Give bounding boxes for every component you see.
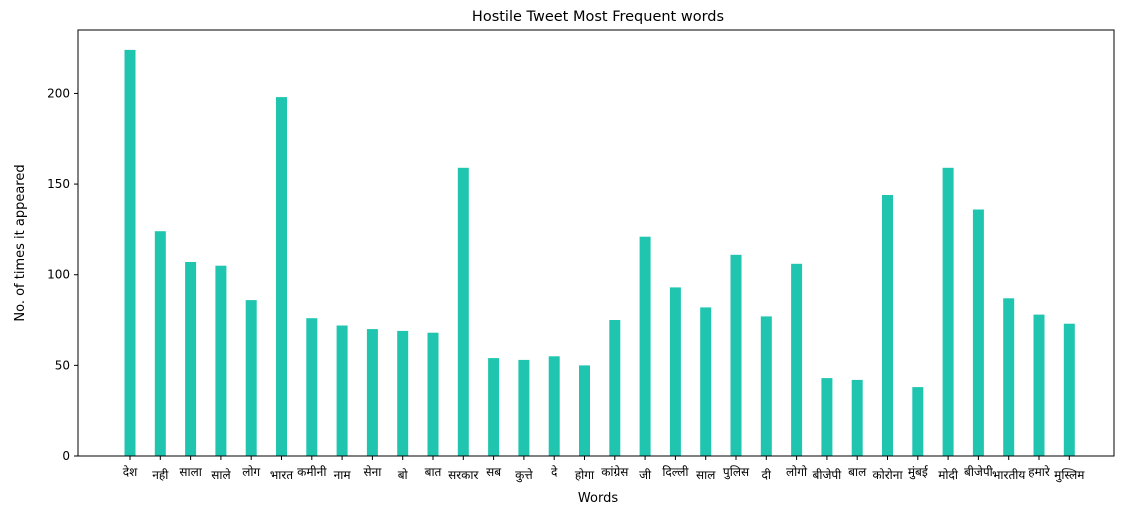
bar — [639, 236, 651, 456]
x-tick-label: लोगो — [786, 465, 808, 479]
bar — [1063, 323, 1075, 456]
bar — [397, 330, 409, 456]
bar — [972, 209, 984, 456]
x-tick-label: कमीनी — [297, 465, 327, 479]
x-tick-label: लोग — [242, 465, 260, 479]
bar — [821, 378, 833, 456]
x-tick-label: बाल — [848, 465, 867, 479]
x-tick-label: कोरोना — [872, 468, 903, 482]
x-tick-label: देश — [123, 465, 138, 479]
bar — [669, 287, 681, 456]
x-tick-label: नाम — [334, 468, 352, 482]
x-tick-label: साला — [179, 465, 202, 479]
bar — [366, 329, 378, 456]
x-tick-label: नही — [152, 468, 169, 482]
bar — [548, 356, 560, 456]
bar — [154, 231, 166, 456]
x-tick-label: होगा — [575, 468, 595, 482]
bar — [1003, 298, 1015, 456]
x-tick-label: मुस्लिम — [1054, 468, 1085, 483]
bar — [457, 167, 469, 457]
bar — [276, 97, 287, 456]
y-tick-label: 0 — [62, 449, 70, 463]
y-tick-label: 200 — [47, 86, 70, 100]
x-tick-label: दे — [551, 465, 558, 479]
bar — [245, 300, 257, 456]
bar — [760, 316, 772, 456]
y-tick-label: 100 — [47, 268, 70, 282]
bar — [942, 167, 954, 457]
x-tick-label: कुत्ते — [515, 468, 533, 483]
bar — [882, 195, 893, 456]
x-tick-label: भारत — [270, 468, 294, 482]
y-axis-label: No. of times it appeared — [13, 164, 28, 321]
bar — [306, 318, 318, 456]
x-tick-label: सब — [486, 465, 502, 479]
x-tick-label: मोदी — [938, 468, 959, 482]
x-tick-label: सरकार — [448, 468, 479, 482]
bar — [336, 325, 348, 456]
x-tick-label: पुलिस — [723, 465, 750, 480]
bar — [851, 379, 863, 456]
x-tick-label: दिल्ली — [662, 465, 689, 479]
x-tick-label: बीजेपी — [964, 465, 994, 479]
y-tick-label: 50 — [55, 358, 70, 372]
x-tick-label: दी — [762, 468, 772, 482]
bar — [912, 387, 924, 456]
bar — [700, 307, 712, 456]
x-tick-label: साले — [211, 468, 231, 482]
bar — [1033, 314, 1045, 456]
plot-frame — [77, 29, 1115, 457]
x-tick-label: कांग्रेस — [601, 465, 629, 479]
x-tick-label: बात — [425, 465, 443, 479]
x-tick-label: साल — [696, 468, 716, 482]
x-tick-label: हमारे — [1028, 465, 1051, 479]
bar — [427, 332, 439, 456]
bars-group — [124, 49, 1075, 457]
x-tick-label: भारतीय — [992, 468, 1026, 482]
x-axis-label: Words — [578, 491, 618, 506]
bar — [488, 358, 500, 456]
x-tick-label: जी — [639, 468, 652, 482]
bar — [791, 263, 803, 456]
y-axis: 0 50 100 150 200 — [47, 86, 78, 463]
bar — [518, 359, 530, 456]
y-tick-label: 150 — [47, 177, 70, 191]
chart-title: Hostile Tweet Most Frequent words — [472, 9, 724, 25]
bar — [609, 320, 621, 456]
bar — [730, 254, 742, 456]
bar — [124, 49, 136, 457]
x-tick-label: बो — [398, 468, 409, 482]
bar — [215, 265, 227, 456]
x-axis: देश नही साला साले लोग भारत कमीनी नाम सेना बो बात सर… — [123, 456, 1085, 483]
bar — [185, 262, 197, 456]
x-tick-label: सेना — [363, 465, 382, 479]
x-tick-label: बीजेपी — [813, 468, 843, 482]
bar — [579, 365, 590, 456]
x-tick-label: मुंबई — [908, 465, 929, 480]
